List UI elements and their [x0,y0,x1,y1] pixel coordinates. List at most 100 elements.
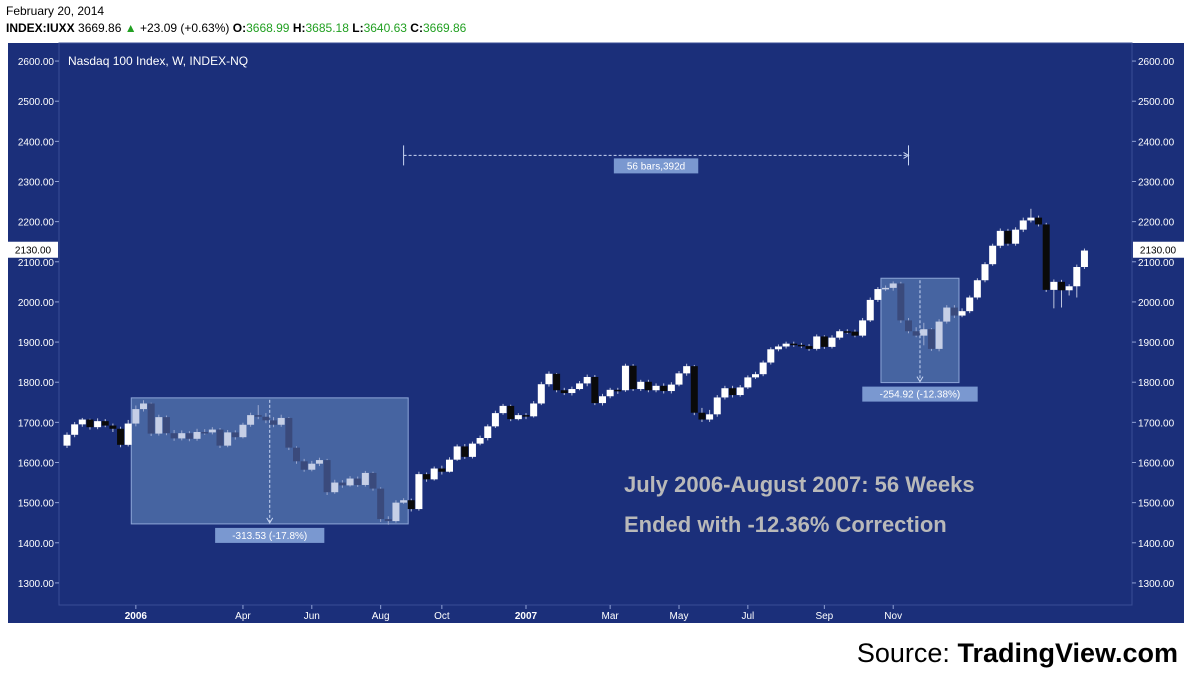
candle-body [239,424,247,438]
candle-body [973,280,981,298]
candle-body [384,519,392,522]
candle-body [537,384,545,404]
candle-body [338,482,346,486]
candle-body [545,373,553,385]
candle-body [813,336,821,349]
candle-body [721,388,729,398]
y-tick-label: 1800.00 [1138,378,1175,389]
x-tick-label: Aug [372,611,390,622]
candle-body [828,337,836,347]
candle-body [423,474,431,480]
candle-body [231,432,239,438]
candle-body [185,433,193,439]
candle-body [285,417,293,448]
candle-body [208,429,216,433]
candle-body [996,230,1004,246]
candle-body [140,403,147,410]
candle-body [132,409,140,424]
candle-body [224,432,232,446]
y-tick-label: 2600.00 [1138,57,1175,68]
candle-body [553,373,561,391]
y-tick-label: 1500.00 [18,499,55,510]
y-tick-label: 1300.00 [1138,579,1175,590]
up-arrow-icon: ▲ [124,21,137,35]
candle-body [346,478,354,486]
candle-body [117,428,125,445]
y-tick-label: 2200.00 [18,218,55,229]
candle-body [859,320,867,336]
low-value: 3640.63 [363,21,407,35]
candle-body [201,431,209,434]
candle-body [706,414,714,420]
y-tick-label: 1700.00 [18,418,55,429]
high-value: 3685.18 [305,21,349,35]
candle-body [950,307,958,316]
candle-body [63,434,71,446]
candle-body [866,299,874,321]
x-tick-label: 2007 [515,611,538,622]
candle-body [407,500,415,510]
candle-body [935,321,943,349]
candle-body [920,329,928,336]
candle-body [614,389,622,392]
candle-body [247,415,255,425]
candle-body [400,500,408,503]
close-label: C: [410,21,423,35]
x-tick-label: Mar [602,611,620,622]
candle-body [1012,229,1020,244]
candle-body [652,385,660,391]
candle-body [912,331,920,336]
candle-body [277,417,285,425]
candle-body [438,468,446,472]
candles [63,208,1088,525]
candle-body [820,336,828,347]
candle-body [453,446,461,460]
candle-body [392,502,400,522]
candle-body [889,283,897,288]
candle-body [599,396,606,404]
price-tag-left-label: 2130.00 [15,246,52,257]
right-arrow-icon [903,151,910,159]
x-tick-label: Oct [434,611,450,622]
candle-body [178,433,186,439]
candle-body [461,446,469,457]
candle-body [86,419,94,428]
candle-body [805,346,813,349]
candle-body [782,343,790,347]
bar-count-label-bg [613,158,699,174]
candle-body [124,423,132,445]
open-value: 3668.99 [246,21,290,35]
current-price-tags: 2130.00 2130.00 [8,241,1184,258]
range-boxes [130,277,960,525]
candle-body [752,374,759,378]
y-tick-label: 1600.00 [18,458,55,469]
candle-body [377,488,385,520]
y-tick-label: 2500.00 [18,97,55,108]
candle-body [660,385,668,392]
y-tick-label: 2100.00 [18,258,55,269]
y-axis-right: 1300.00 1400.00 1500.00 1600.00 1700.00 1800.… [1132,57,1175,590]
range-label-bg [862,386,978,402]
symbol-label: INDEX:IUXX [6,21,75,35]
candle-body [698,412,706,420]
candle-body [293,447,300,462]
candle-body [491,413,499,427]
candle-body [767,349,775,363]
candle-body [797,344,805,347]
source-prefix: Source: [856,638,958,668]
source-caption: Source: TradingView.com [857,638,1178,669]
y-tick-label: 1700.00 [1138,418,1175,429]
y-tick-label: 1400.00 [18,539,55,550]
candle-body [300,461,308,470]
x-tick-label: 2006 [125,611,148,622]
candle-body [71,424,79,435]
candle-body [989,245,997,265]
y-tick-label: 2000.00 [18,298,55,309]
candle-body [729,388,737,396]
candle-body [216,429,224,446]
candle-body [744,377,752,388]
candle-body [1073,266,1081,287]
y-tick-label: 2400.00 [18,137,55,148]
candle-body [262,416,270,421]
